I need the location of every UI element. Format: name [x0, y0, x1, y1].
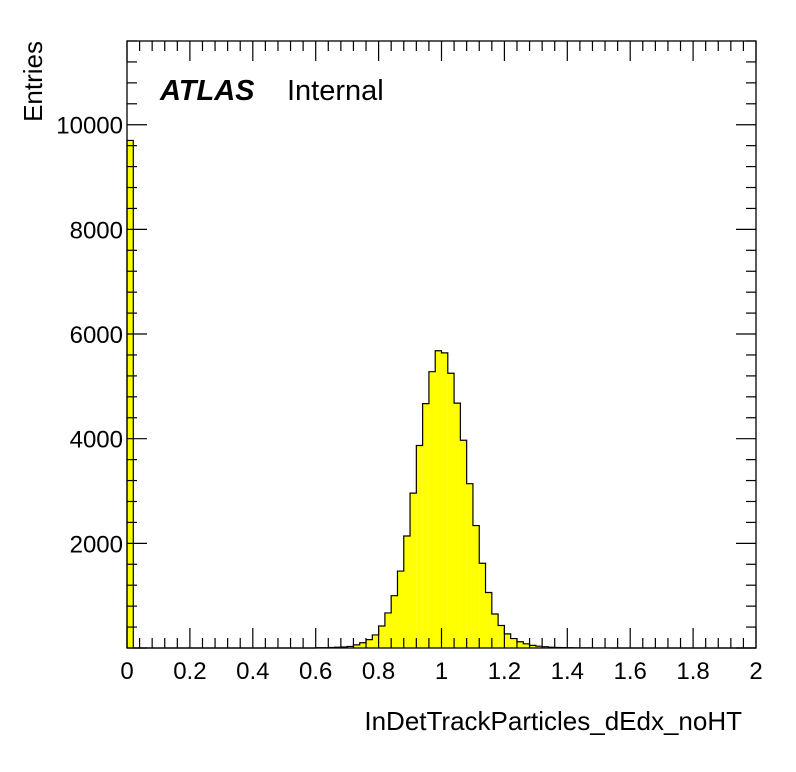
x-tick-label: 1.4: [551, 658, 584, 685]
x-tick-label: 0.8: [362, 658, 395, 685]
histogram-bin-bar: [498, 625, 505, 648]
histogram-bin-bar: [460, 440, 467, 648]
histogram-bin-bar: [403, 536, 411, 648]
histogram-bin-bar: [479, 563, 486, 648]
x-tick-label: 1.6: [614, 658, 647, 685]
histogram-bin-bar: [510, 638, 517, 648]
histogram-bin-bar: [466, 483, 473, 648]
y-tick-label: 2000: [70, 531, 123, 558]
histogram-bin-bar: [416, 445, 423, 648]
y-tick-label: 6000: [70, 322, 123, 349]
y-axis-title: Entries: [18, 41, 48, 122]
x-tick-label: 1.8: [676, 658, 709, 685]
y-tick-labels: 2000 4000 6000 8000 10000: [56, 113, 123, 559]
histogram-bin-bar: [441, 352, 448, 648]
histogram-bin-bar: [472, 525, 480, 648]
histogram-bin-bar: [378, 626, 385, 648]
y-tick-label: 4000: [70, 427, 123, 454]
histogram-bin-bar: [454, 403, 461, 648]
histogram-bin-bar: [410, 493, 417, 648]
histogram-bin-bar: [127, 140, 134, 648]
x-tick-label: 0.4: [236, 658, 269, 685]
histogram-bin-bar: [353, 644, 360, 648]
histogram-bin-bar: [535, 646, 543, 648]
internal-label: Internal: [287, 75, 384, 107]
histogram-bin-bar: [504, 633, 511, 648]
histogram-bin-bar: [428, 371, 436, 648]
x-tick-label: 0.2: [173, 658, 206, 685]
x-tick-label: 2: [749, 658, 762, 685]
plot-frame: [126, 40, 757, 649]
histogram-bin-bar: [435, 350, 442, 648]
histogram-bin-bar: [347, 646, 354, 648]
histogram-bin-bar: [397, 571, 404, 648]
histogram-bin-bar: [422, 403, 429, 648]
histogram-bin-bar: [529, 645, 536, 648]
x-tick-label: 1: [435, 658, 448, 685]
histogram-bin-bar: [391, 595, 398, 648]
x-tick-labels: 0 0.2 0.4 0.6 0.8 1 1.2 1.4 1.6 1.8 2: [120, 658, 762, 685]
x-tick-label: 0.6: [299, 658, 332, 685]
histogram-bin-bar: [516, 641, 524, 648]
histogram-bars: [127, 140, 612, 648]
y-tick-label: 10000: [56, 113, 123, 140]
histogram-bin-bar: [366, 639, 373, 648]
y-tick-label: 8000: [70, 217, 123, 244]
x-axis-title: InDetTrackParticles_dEdx_noHT: [364, 706, 742, 736]
histogram-bin-bar: [523, 643, 530, 648]
histogram-bin-bar: [447, 373, 455, 648]
histogram-bin-bar: [485, 592, 492, 648]
histogram-bin-bar: [384, 612, 392, 648]
x-tick-label: 0: [120, 658, 133, 685]
histogram-bin-bar: [372, 634, 379, 648]
x-tick-label: 1.2: [488, 658, 521, 685]
histogram-bin-bar: [542, 646, 549, 648]
atlas-label: ATLAS: [159, 75, 255, 107]
histogram-bin-bar: [491, 613, 499, 648]
histogram-bin-bar: [359, 642, 367, 648]
